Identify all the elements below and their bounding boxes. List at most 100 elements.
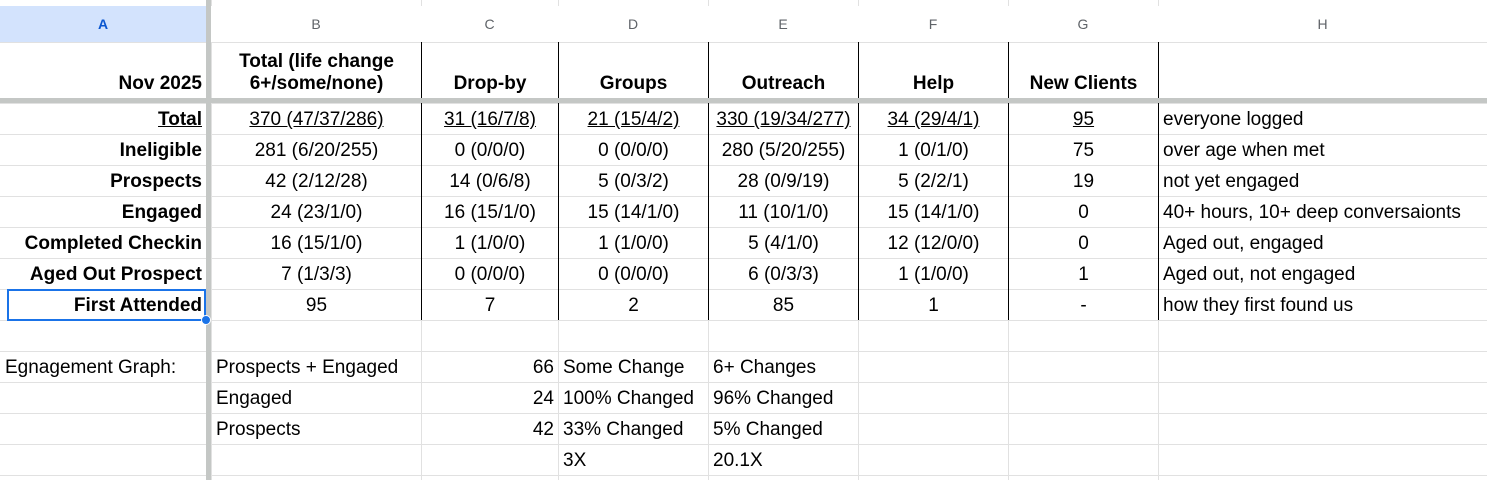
data-cell-d[interactable]: 0 (0/0/0) <box>598 140 669 161</box>
data-cell-e[interactable]: 28 (0/9/19) <box>737 171 830 192</box>
data-cell-a[interactable]: Aged Out Prospect <box>29 264 202 285</box>
data-cell-g[interactable]: - <box>1080 295 1087 316</box>
data-cell-a[interactable]: Total <box>158 109 202 130</box>
data-cell-f[interactable]: 5 (2/2/1) <box>898 171 969 192</box>
header-cell-c[interactable]: Drop-by <box>453 73 527 94</box>
header-cell-h[interactable] <box>1158 42 1487 98</box>
data-cell-b[interactable]: 24 (23/1/0) <box>270 202 363 223</box>
graph-cell-d[interactable]: 100% Changed <box>563 388 694 409</box>
column-header-h[interactable]: H <box>1158 6 1487 42</box>
graph-cell-c[interactable] <box>421 444 558 475</box>
data-cell-f[interactable]: 12 (12/0/0) <box>887 233 980 254</box>
graph-cell-c[interactable]: 66 <box>532 357 554 378</box>
data-cell-g[interactable]: 75 <box>1072 140 1095 161</box>
data-cell-g[interactable]: 95 <box>1072 109 1095 130</box>
data-cell-e[interactable]: 85 <box>772 295 795 316</box>
graph-cell-b[interactable]: Prospects <box>216 419 301 440</box>
data-cell-f[interactable]: 15 (14/1/0) <box>887 202 980 223</box>
data-cell-c[interactable]: 0 (0/0/0) <box>454 140 526 161</box>
gridline-horizontal <box>0 103 1487 104</box>
data-cell-h[interactable]: Aged out, engaged <box>1163 233 1324 254</box>
data-cell-h[interactable]: everyone logged <box>1163 109 1304 130</box>
column-header-g[interactable]: G <box>1008 6 1158 42</box>
graph-cell-b[interactable]: Prospects + Engaged <box>216 357 399 378</box>
data-cell-e[interactable]: 6 (0/3/3) <box>748 264 819 285</box>
data-cell-d[interactable]: 5 (0/3/2) <box>598 171 669 192</box>
graph-cell-e[interactable]: 5% Changed <box>713 419 823 440</box>
data-cell-c[interactable]: 1 (1/0/0) <box>454 233 526 254</box>
data-cell-c[interactable]: 31 (16/7/8) <box>444 109 536 130</box>
data-cell-e[interactable]: 280 (5/20/255) <box>721 140 846 161</box>
data-cell-b[interactable]: 281 (6/20/255) <box>254 140 379 161</box>
data-cell-d[interactable]: 0 (0/0/0) <box>598 264 669 285</box>
data-cell-d[interactable]: 1 (1/0/0) <box>598 233 669 254</box>
data-cell-g[interactable]: 0 <box>1078 233 1089 254</box>
data-cell-b[interactable]: 7 (1/3/3) <box>281 264 352 285</box>
column-header-c[interactable]: C <box>421 6 558 42</box>
data-cell-g[interactable]: 0 <box>1078 202 1089 223</box>
data-cell-b[interactable]: 16 (15/1/0) <box>270 233 363 254</box>
data-cell-a[interactable]: First Attended <box>73 295 202 316</box>
column-header-b[interactable]: B <box>211 6 421 42</box>
graph-cell-c[interactable]: 24 <box>532 388 554 409</box>
data-cell-a[interactable]: Ineligible <box>119 140 202 161</box>
header-cell-a[interactable]: Nov 2025 <box>118 73 202 94</box>
data-cell-b[interactable]: 95 <box>305 295 328 316</box>
data-cell-b[interactable]: 370 (47/37/286) <box>249 109 384 130</box>
data-cell-d[interactable]: 2 <box>628 295 639 316</box>
data-cell-h[interactable]: 40+ hours, 10+ deep conversaionts <box>1163 202 1461 223</box>
data-cell-g[interactable]: 19 <box>1072 171 1095 192</box>
graph-cell-c[interactable]: 42 <box>532 419 554 440</box>
gridline-horizontal <box>0 320 1487 321</box>
graph-cell-a[interactable] <box>0 444 206 475</box>
header-cell-g[interactable]: New Clients <box>1029 73 1138 94</box>
graph-cell-d[interactable]: Some Change <box>563 357 685 378</box>
graph-cell-a[interactable] <box>0 382 206 413</box>
column-header-d[interactable]: D <box>558 6 708 42</box>
data-cell-c[interactable]: 14 (0/6/8) <box>449 171 531 192</box>
data-cell-f[interactable]: 34 (29/4/1) <box>887 109 980 130</box>
data-cell-a[interactable]: Engaged <box>121 202 202 223</box>
data-cell-c[interactable]: 16 (15/1/0) <box>444 202 536 223</box>
data-cell-f[interactable]: 1 (0/1/0) <box>898 140 969 161</box>
data-cell-e[interactable]: 11 (10/1/0) <box>738 202 829 223</box>
cell-border <box>1158 42 1159 320</box>
column-header-f[interactable]: F <box>858 6 1008 42</box>
data-cell-d[interactable]: 15 (14/1/0) <box>587 202 680 223</box>
data-cell-f[interactable]: 1 <box>928 295 939 316</box>
graph-cell-e[interactable]: 6+ Changes <box>713 357 816 378</box>
data-cell-h[interactable]: not yet engaged <box>1163 171 1300 192</box>
data-cell-c[interactable]: 0 (0/0/0) <box>454 264 526 285</box>
graph-cell-a[interactable] <box>0 413 206 444</box>
graph-cell-e[interactable]: 96% Changed <box>713 388 834 409</box>
data-cell-e[interactable]: 330 (19/34/277) <box>716 109 851 130</box>
data-cell-h[interactable]: how they first found us <box>1163 295 1354 316</box>
gridline-horizontal <box>0 475 1487 476</box>
data-cell-d[interactable]: 21 (15/4/2) <box>587 109 680 130</box>
data-cell-a[interactable]: Completed Checkin <box>24 233 202 254</box>
data-cell-e[interactable]: 5 (4/1/0) <box>748 233 819 254</box>
frozen-column-divider[interactable] <box>206 0 211 480</box>
data-cell-g[interactable]: 1 <box>1078 264 1089 285</box>
graph-cell-b[interactable]: Engaged <box>216 388 293 409</box>
data-cell-h[interactable]: over age when met <box>1163 140 1325 161</box>
fill-handle[interactable] <box>201 315 211 325</box>
graph-cell-b[interactable] <box>211 444 421 475</box>
column-header-e[interactable]: E <box>708 6 858 42</box>
data-cell-c[interactable]: 7 <box>484 295 496 316</box>
data-cell-h[interactable]: Aged out, not engaged <box>1163 264 1356 285</box>
header-cell-d[interactable]: Groups <box>599 73 668 94</box>
data-cell-f[interactable]: 1 (1/0/0) <box>898 264 969 285</box>
header-cell-e[interactable]: Outreach <box>741 73 826 94</box>
data-cell-b[interactable]: 42 (2/12/28) <box>265 171 368 192</box>
frozen-row-divider[interactable] <box>0 98 1487 103</box>
column-header-a[interactable]: A <box>0 6 206 42</box>
graph-cell-d[interactable]: 3X <box>563 450 587 471</box>
graph-cell-d[interactable]: 33% Changed <box>563 419 684 440</box>
graph-cell-a[interactable]: Egnagement Graph: <box>5 357 177 378</box>
graph-cell-e[interactable]: 20.1X <box>713 450 763 471</box>
data-cell-a[interactable]: Prospects <box>110 171 202 192</box>
header-cell-f[interactable]: Help <box>912 73 955 94</box>
header-cell-b[interactable]: Total (life change 6+/some/none) <box>239 51 394 94</box>
